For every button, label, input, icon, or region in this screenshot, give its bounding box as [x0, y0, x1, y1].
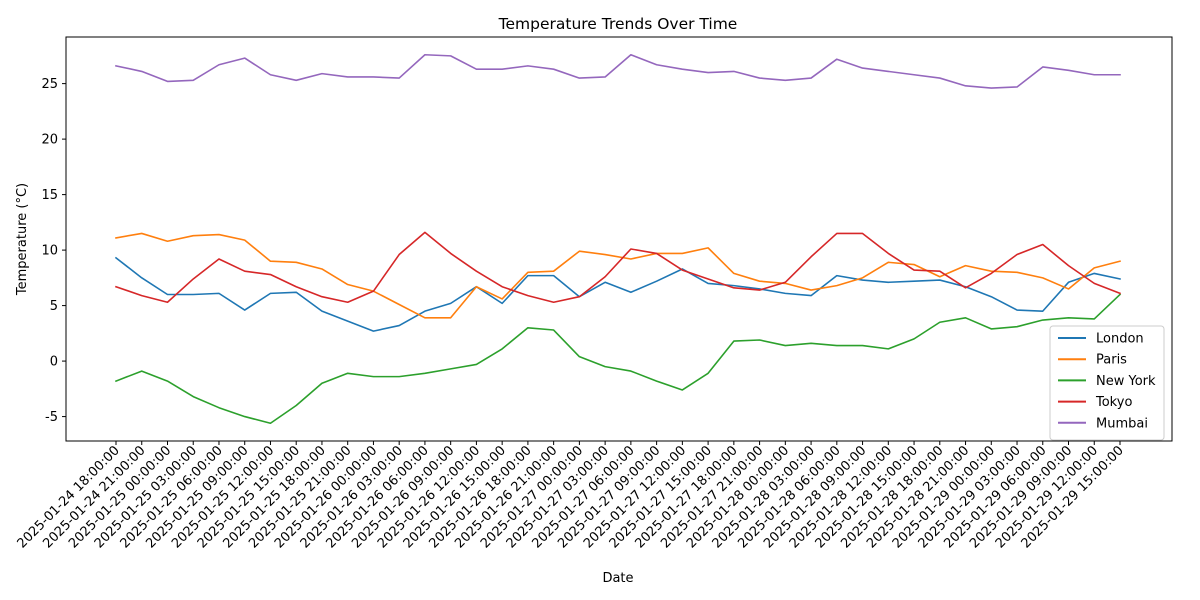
- legend-label: Mumbai: [1096, 416, 1148, 431]
- y-tick-label: 5: [50, 299, 58, 314]
- series-line-paris: [115, 232, 1121, 319]
- y-tick-label: 15: [41, 188, 58, 203]
- series-line-tokyo: [114, 231, 1122, 304]
- y-tick-label: 0: [50, 355, 58, 370]
- series-line-new-york: [114, 293, 1122, 425]
- legend-box: [1049, 325, 1165, 441]
- plot-lines: [114, 53, 1122, 425]
- plot-frame: [65, 36, 1173, 442]
- legend: London Paris New York Tokyo Mumbai: [1049, 325, 1165, 441]
- y-tick-label: -5: [45, 410, 58, 425]
- legend-label: Paris: [1096, 353, 1127, 368]
- y-axis-label: Temperature (°C): [15, 183, 30, 296]
- y-tick-label: 10: [41, 244, 58, 259]
- legend-label: Tokyo: [1095, 395, 1132, 410]
- legend-label: New York: [1096, 374, 1156, 389]
- legend-label: London: [1096, 332, 1144, 347]
- series-line-mumbai: [115, 53, 1121, 89]
- x-axis-label: Date: [602, 571, 633, 586]
- series-line-london: [114, 256, 1121, 332]
- y-tick-label: 20: [41, 133, 58, 148]
- y-axis: -5 0 5 10 15 20 25: [41, 77, 66, 425]
- chart-title: Temperature Trends Over Time: [498, 15, 738, 33]
- y-tick-label: 25: [41, 77, 58, 92]
